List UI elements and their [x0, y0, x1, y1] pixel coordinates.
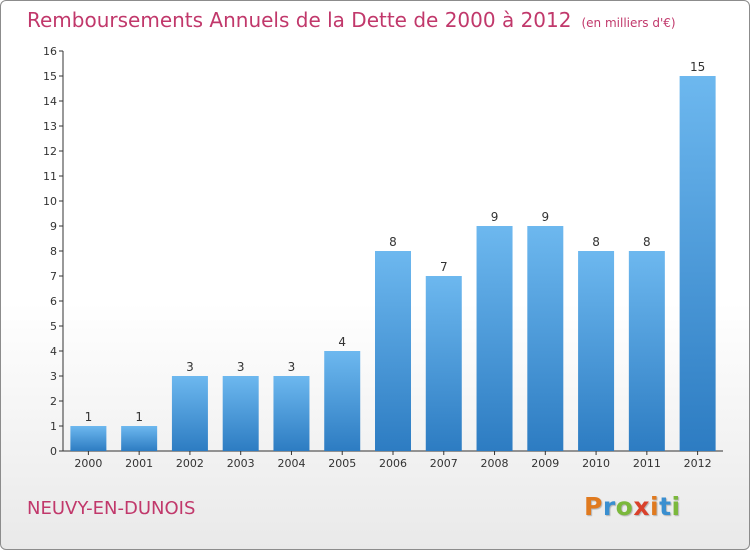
x-tick-label: 2006	[379, 457, 407, 470]
x-tick-label: 2009	[531, 457, 559, 470]
bar	[679, 76, 716, 451]
bar	[222, 376, 259, 451]
bar	[273, 376, 310, 451]
y-tick-label: 7	[50, 270, 57, 283]
y-tick-label: 3	[50, 370, 57, 383]
proxiti-logo: Proxiti	[584, 492, 681, 521]
y-tick-label: 5	[50, 320, 57, 333]
bar-value-label: 7	[440, 260, 448, 274]
bar-value-label: 3	[237, 360, 245, 374]
bar	[121, 426, 158, 451]
x-tick-label: 2007	[430, 457, 458, 470]
bar	[628, 251, 665, 451]
y-tick-label: 11	[43, 170, 57, 183]
bar-value-label: 15	[690, 60, 705, 74]
bar-value-label: 9	[491, 210, 499, 224]
y-tick-label: 4	[50, 345, 57, 358]
bar-value-label: 3	[186, 360, 194, 374]
logo-letter: r	[602, 492, 616, 521]
x-tick-label: 2008	[481, 457, 509, 470]
logo-letter: P	[584, 492, 603, 521]
unit-label: (en milliers d'€)	[581, 16, 676, 30]
logo-letter: i	[650, 492, 660, 521]
bar-value-label: 4	[338, 335, 346, 349]
bar-value-label: 1	[85, 410, 93, 424]
x-tick-label: 2000	[74, 457, 102, 470]
logo-letter: i	[671, 492, 681, 521]
y-tick-label: 6	[50, 295, 57, 308]
bar-value-label: 8	[592, 235, 600, 249]
bar-value-label: 1	[135, 410, 143, 424]
logo-letter: o	[615, 492, 634, 521]
y-tick-label: 12	[43, 145, 57, 158]
y-tick-label: 16	[43, 45, 57, 58]
x-tick-label: 2005	[328, 457, 356, 470]
commune-name: NEUVY-EN-DUNOIS	[27, 498, 196, 519]
bar	[70, 426, 107, 451]
logo-letter: t	[659, 492, 672, 521]
x-tick-label: 2010	[582, 457, 610, 470]
y-tick-label: 14	[43, 95, 57, 108]
chart-title: Remboursements Annuels de la Dette de 20…	[27, 8, 676, 32]
y-tick-label: 1	[50, 420, 57, 433]
bar-value-label: 3	[288, 360, 296, 374]
bar	[375, 251, 411, 451]
bar-value-label: 8	[389, 235, 397, 249]
y-tick-label: 0	[50, 445, 57, 458]
x-tick-label: 2011	[633, 457, 661, 470]
y-tick-label: 2	[50, 395, 57, 408]
y-tick-label: 9	[50, 220, 57, 233]
y-tick-label: 10	[43, 195, 57, 208]
bar	[324, 351, 361, 451]
bar	[476, 226, 513, 451]
x-tick-label: 2003	[227, 457, 255, 470]
x-tick-label: 2002	[176, 457, 204, 470]
bar	[527, 226, 564, 451]
y-tick-label: 13	[43, 120, 57, 133]
x-tick-label: 2004	[277, 457, 305, 470]
bar	[578, 251, 615, 451]
x-tick-label: 2012	[684, 457, 712, 470]
y-tick-label: 8	[50, 245, 57, 258]
title-text: Remboursements Annuels de la Dette de 20…	[27, 8, 572, 32]
bar	[171, 376, 208, 451]
x-tick-label: 2001	[125, 457, 153, 470]
bar-value-label: 9	[541, 210, 549, 224]
logo-letter: x	[633, 492, 650, 521]
bar-value-label: 8	[643, 235, 651, 249]
bar	[425, 276, 462, 451]
y-tick-label: 15	[43, 70, 57, 83]
